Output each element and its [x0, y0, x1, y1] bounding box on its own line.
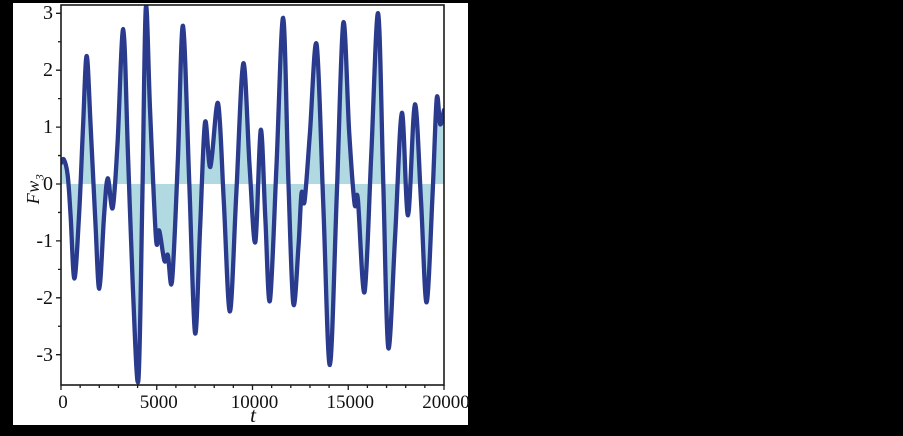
x-axis-label: t	[250, 403, 256, 427]
y-tick-label: -3	[36, 343, 53, 366]
x-tick-label: 15000	[326, 392, 375, 413]
y-axis-label: Fw3	[23, 159, 47, 219]
y-tick-label: 0	[43, 173, 53, 195]
y-tick-label: -1	[36, 229, 53, 252]
series-line	[61, 5, 444, 385]
y-tick-label: 2	[43, 59, 53, 82]
y-axis-label-main: Fw	[23, 180, 43, 205]
x-tick-label: 20000	[422, 392, 470, 413]
plot-frame	[60, 4, 445, 386]
y-axis-label-subscript: 3	[32, 173, 47, 181]
y-tick-label: -2	[36, 286, 53, 309]
chart-panel: 3 2 1 0 -1 -2 -3 0 5000 10000 15000 20000 t Fw3	[13, 2, 470, 427]
plot-area	[56, 4, 445, 390]
y-tick-label: 3	[43, 2, 53, 25]
x-tick-label: 10000	[230, 392, 279, 413]
x-tick-label: 0	[58, 392, 68, 413]
x-tick-label: 5000	[139, 392, 178, 413]
y-tick-label: 1	[43, 116, 53, 139]
axis-ticks	[56, 12, 445, 390]
